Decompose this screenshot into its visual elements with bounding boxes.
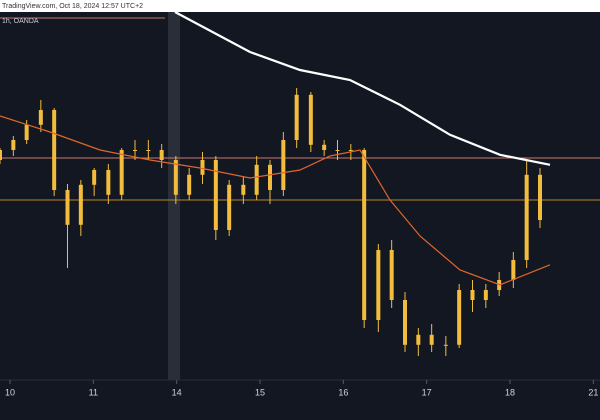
candle-body: [524, 174, 529, 260]
header-strip: [0, 0, 600, 12]
x-tick-label: 15: [255, 387, 265, 397]
chart-subtitle: 1h, OANDA: [2, 18, 39, 25]
candle-body: [470, 290, 475, 300]
candle-body: [24, 124, 29, 140]
x-tick-label: 14: [172, 387, 182, 397]
candle-body: [403, 300, 407, 345]
x-tick-label: 21: [588, 387, 598, 397]
candle-body: [146, 150, 151, 151]
x-tick-label: 18: [505, 387, 515, 397]
candle-body: [457, 290, 462, 345]
x-tick-label: 10: [5, 387, 15, 397]
moving-average-line: [174, 11, 551, 166]
candle-body: [11, 140, 16, 150]
candle-body: [119, 150, 124, 195]
candle-body: [294, 94, 299, 140]
moving-average-line: [0, 115, 551, 286]
candle-body: [52, 110, 57, 190]
x-tick-label: 17: [422, 387, 432, 397]
candle-body: [389, 250, 394, 300]
candle-body: [281, 140, 286, 190]
candle-body: [78, 184, 83, 225]
candle-body: [106, 170, 111, 195]
candle-body: [483, 290, 488, 300]
candle-body: [268, 164, 272, 190]
candle-body: [376, 250, 381, 320]
candle-body: [187, 174, 192, 195]
weekend-band: [168, 12, 180, 380]
candle-body: [511, 260, 516, 280]
candle-body: [362, 150, 367, 320]
candle-body: [227, 184, 232, 230]
candle-body: [173, 160, 178, 195]
candle-body: [65, 190, 70, 225]
chart-title: TradingView.com, Oct 18, 2024 12:57 UTC+…: [2, 3, 143, 10]
candle-body: [416, 334, 421, 345]
candle-body: [443, 344, 448, 346]
candle-body: [159, 150, 164, 160]
candle-body: [241, 184, 246, 195]
candle-body: [429, 334, 434, 345]
candle-body: [213, 160, 218, 230]
candle-body: [335, 150, 340, 151]
candle-body: [348, 150, 353, 151]
candle-body: [200, 160, 205, 175]
candle-body: [322, 144, 327, 150]
candle-body: [0, 150, 2, 160]
x-tick-label: 11: [89, 387, 98, 397]
candle-body: [92, 170, 97, 185]
candle-body: [133, 150, 137, 151]
candle-body: [308, 94, 313, 145]
candle-body: [538, 174, 542, 220]
candle-body: [254, 164, 259, 195]
x-tick-label: 16: [338, 387, 348, 397]
candle-body: [38, 110, 43, 125]
